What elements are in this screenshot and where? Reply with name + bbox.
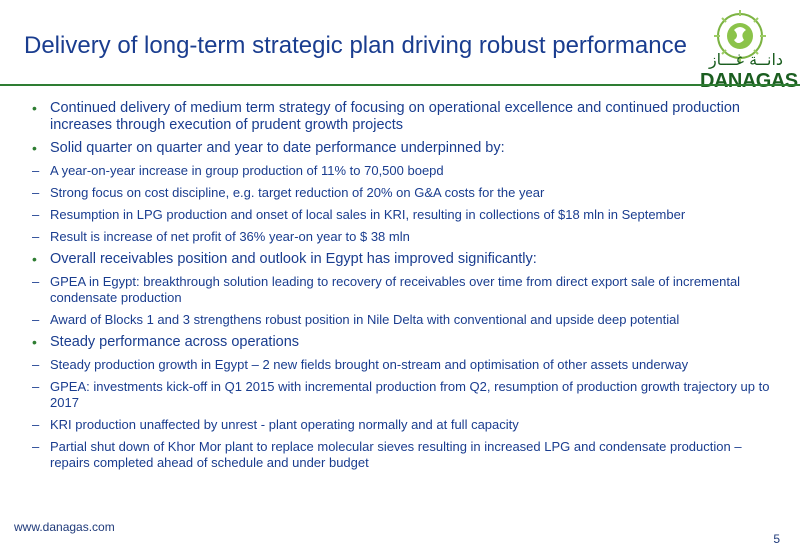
slide-title: Delivery of long-term strategic plan dri… [24, 32, 687, 59]
bullet-text: Strong focus on cost discipline, e.g. ta… [50, 185, 545, 200]
bullet-list: • Continued delivery of medium term strat… [30, 100, 770, 477]
danagas-logo [714, 10, 766, 62]
bullet-item: • Overall receivables position and outloo… [30, 251, 770, 268]
bullet-text: GPEA: investments kick-off in Q1 2015 wi… [50, 379, 770, 410]
bullet-text: KRI production unaffected by unrest - pl… [50, 417, 519, 432]
sub-bullet-item: – Award of Blocks 1 and 3 strengthens rob… [30, 312, 770, 328]
bullet-dot-icon: • [32, 100, 37, 116]
sub-bullet-item: – Partial shut down of Khor Mor plant to … [30, 439, 770, 471]
bullet-text: Award of Blocks 1 and 3 strengthens robu… [50, 312, 680, 327]
sub-bullet-item: – GPEA in Egypt: breakthrough solution le… [30, 274, 770, 306]
sub-bullet-item: – Resumption in LPG production and onset … [30, 207, 770, 223]
bullet-dot-icon: • [32, 140, 37, 156]
sub-bullet-item: – Result is increase of net profit of 36%… [30, 229, 770, 245]
bullet-text: Steady performance across operations [50, 334, 300, 350]
bullet-item: • Solid quarter on quarter and year to da… [30, 140, 770, 157]
bullet-text: A year-on-year increase in group product… [50, 163, 444, 178]
logo-wordmark: DANAGAS [700, 70, 798, 92]
dash-icon: – [32, 207, 40, 222]
sub-bullet-item: – GPEA: investments kick-off in Q1 2015 w… [30, 379, 770, 411]
footer-url: www.danagas.com [14, 520, 115, 534]
bullet-text: Overall receivables position and outlook… [50, 251, 537, 267]
page-number: 5 [773, 532, 780, 546]
dash-icon: – [32, 417, 40, 432]
sub-bullet-item: – A year-on-year increase in group produc… [30, 163, 770, 179]
bullet-text: Solid quarter on quarter and year to dat… [50, 140, 505, 156]
bullet-item: • Continued delivery of medium term strat… [30, 100, 770, 134]
dash-icon: – [32, 379, 40, 394]
bullet-text: GPEA in Egypt: breakthrough solution lea… [50, 274, 741, 305]
bullet-item: • Steady performance across operations [30, 334, 770, 351]
bullet-dot-icon: • [32, 251, 37, 267]
dash-icon: – [32, 439, 40, 454]
bullet-text: Resumption in LPG production and onset o… [50, 207, 686, 222]
dash-icon: – [32, 163, 40, 178]
bullet-text: Partial shut down of Khor Mor plant to r… [50, 439, 742, 470]
bullet-dot-icon: • [32, 334, 37, 350]
dash-icon: – [32, 274, 40, 289]
sub-bullet-item: – KRI production unaffected by unrest - p… [30, 417, 770, 433]
bullet-text: Steady production growth in Egypt – 2 ne… [50, 357, 689, 372]
dash-icon: – [32, 229, 40, 244]
sun-rays-icon [714, 10, 766, 62]
bullet-text: Result is increase of net profit of 36% … [50, 229, 410, 244]
title-divider [0, 84, 800, 86]
sub-bullet-item: – Steady production growth in Egypt – 2 n… [30, 357, 770, 373]
logo-arabic-text: دانــة غـــاز [708, 50, 784, 69]
dash-icon: – [32, 357, 40, 372]
sub-bullet-item: – Strong focus on cost discipline, e.g. t… [30, 185, 770, 201]
bullet-text: Continued delivery of medium term strate… [50, 100, 740, 133]
dash-icon: – [32, 312, 40, 327]
dash-icon: – [32, 185, 40, 200]
